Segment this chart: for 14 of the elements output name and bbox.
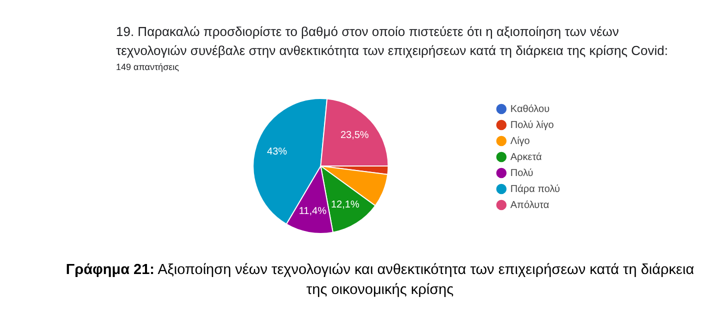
data-label: 43% <box>267 146 288 158</box>
legend-label: Καθόλου <box>510 104 550 115</box>
legend-label: Πολύ λίγο <box>510 120 554 131</box>
text: 149 απαντήσεις <box>116 62 179 72</box>
text: Γράφημα 21: Αξιοποίηση νέων τεχνολογιών και ανθεκτικότητα των επιχειρήσεων κατά τη διάρκεια της οικονομικής κρίσης <box>64 261 696 300</box>
data-label: 23,5% <box>340 130 369 141</box>
data-label: 12,1% <box>330 200 360 211</box>
legend-label: Πάρα πολύ <box>510 184 560 195</box>
legend-label: Πολύ <box>510 168 534 179</box>
legend-label: Λίγο <box>510 136 530 147</box>
data-label: 11,4% <box>298 206 327 217</box>
legend-label: Αρκετά <box>510 152 542 163</box>
chart-title: 19. Παρακαλώ προσδιορίστε το βαθμό στον οποίο πιστεύετε ότι η αξιοποίηση των νέων τεχνολογιών συνέβαλε στην ανθεκτικότητα των επιχειρήσεων κατά τη διάρκεια της κρίσης Covid: <box>116 23 669 60</box>
legend-label: Απόλυτα <box>510 200 550 211</box>
